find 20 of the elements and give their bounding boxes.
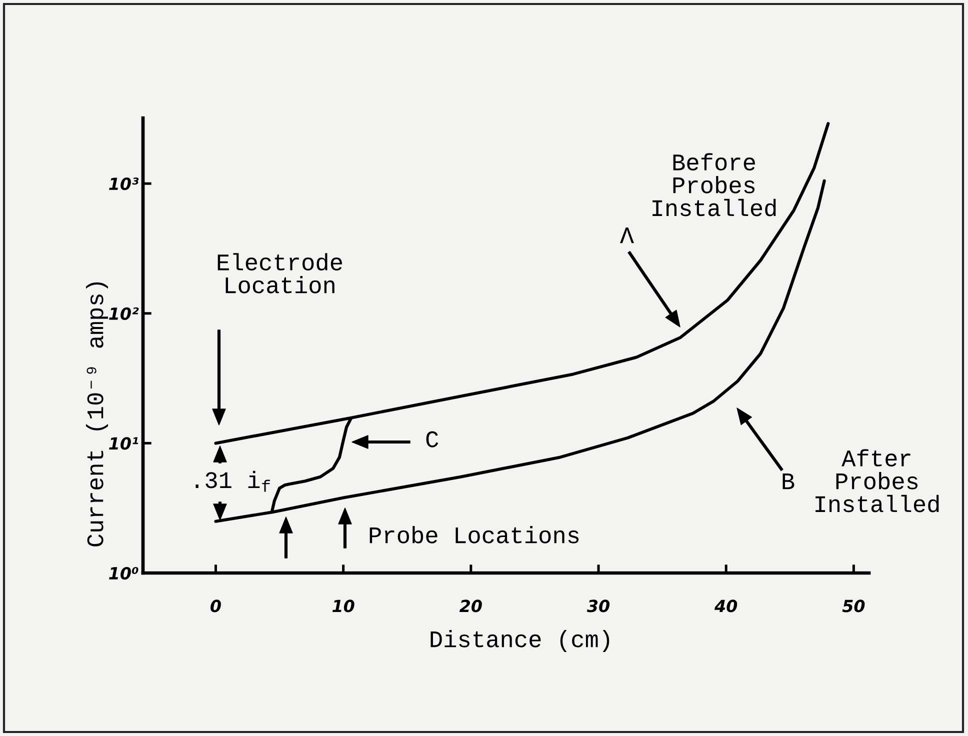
x-axis-title: Distance (cm) bbox=[430, 630, 610, 652]
y-tick-label: 10¹ bbox=[109, 437, 138, 450]
x-tick-label: 50 bbox=[842, 600, 865, 612]
y-tick-label: 10² bbox=[109, 307, 139, 320]
x-tick-label: 40 bbox=[714, 600, 738, 612]
x-tick-label: 20 bbox=[459, 600, 482, 612]
annotation: Probe Locations bbox=[370, 526, 579, 544]
annotation: After Probes Installed bbox=[816, 449, 939, 512]
annotation: .31 i$_{f}$ bbox=[196, 470, 270, 492]
annotation: B bbox=[782, 474, 794, 490]
annotation: Λ bbox=[620, 228, 634, 244]
x-tick-label: 30 bbox=[586, 600, 610, 612]
y-tick-label: 10³ bbox=[109, 178, 139, 190]
x-tick-label: 0 bbox=[210, 600, 221, 612]
y-tick-label: 10⁰ bbox=[109, 566, 138, 580]
y-axis-title: Current (10⁻⁹ amps) bbox=[86, 282, 108, 546]
annotation: Electrode Location bbox=[218, 253, 342, 294]
annotation: C bbox=[426, 431, 438, 448]
x-tick-label: 10 bbox=[332, 600, 354, 612]
annotation: Before Probes Installed bbox=[652, 153, 776, 216]
